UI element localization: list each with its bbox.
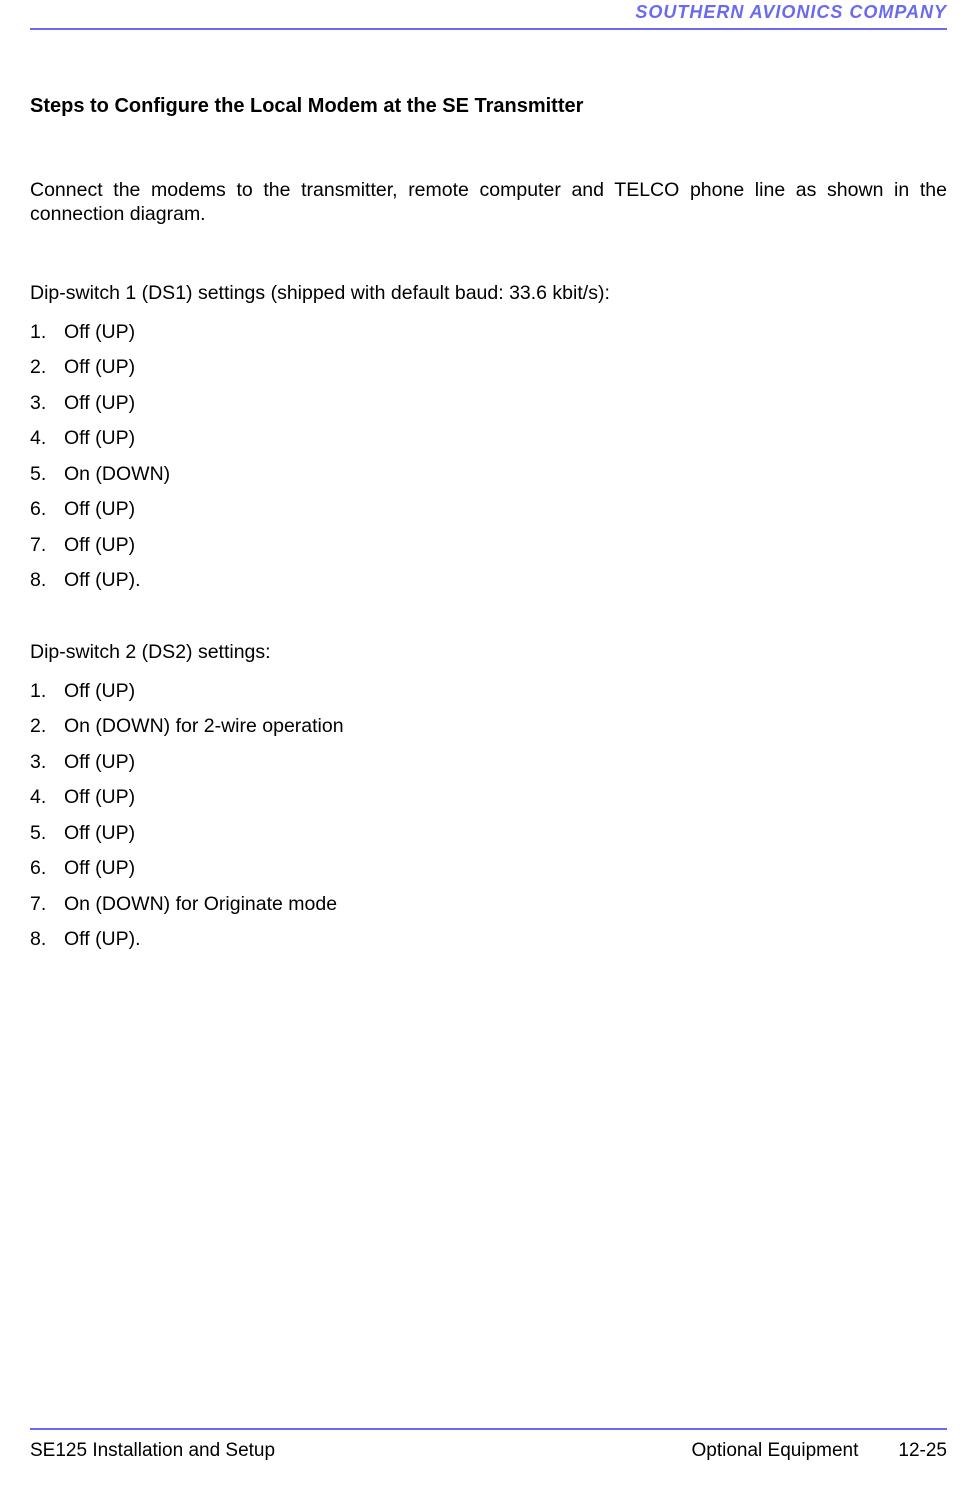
footer-doc-title: SE125 Installation and Setup (30, 1440, 275, 1462)
ds1-value: Off (UP) (64, 536, 135, 556)
footer-right-group: Optional Equipment 12-25 (692, 1440, 948, 1462)
page-header: SOUTHERN AVIONICS COMPANY (30, 0, 947, 40)
ds2-item: 7.On (DOWN) for Originate mode (30, 895, 947, 915)
ds2-item: 6.Off (UP) (30, 859, 947, 879)
ds1-value: Off (UP) (64, 323, 135, 343)
ds1-value: Off (UP). (64, 571, 141, 591)
section-title: Steps to Configure the Local Modem at th… (30, 95, 947, 118)
ds2-value: Off (UP). (64, 930, 141, 950)
ds2-item: 4.Off (UP) (30, 788, 947, 808)
footer-rule (30, 1428, 947, 1430)
ds1-value: Off (UP) (64, 394, 135, 414)
ds1-value: Off (UP) (64, 358, 135, 378)
footer-page-number: 12-25 (898, 1440, 947, 1462)
ds2-value: On (DOWN) for 2-wire operation (64, 717, 344, 737)
ds2-list: 1.Off (UP) 2.On (DOWN) for 2-wire operat… (30, 682, 947, 950)
ds1-list: 1.Off (UP) 2.Off (UP) 3.Off (UP) 4.Off (… (30, 323, 947, 591)
ds1-value: Off (UP) (64, 429, 135, 449)
ds1-item: 4.Off (UP) (30, 429, 947, 449)
ds1-item: 2.Off (UP) (30, 358, 947, 378)
ds2-item: 8.Off (UP). (30, 930, 947, 950)
ds2-item: 2.On (DOWN) for 2-wire operation (30, 717, 947, 737)
ds2-item: 3.Off (UP) (30, 753, 947, 773)
content-area: Steps to Configure the Local Modem at th… (30, 40, 947, 950)
ds1-item: 6.Off (UP) (30, 500, 947, 520)
ds2-value: Off (UP) (64, 753, 135, 773)
ds1-item: 1.Off (UP) (30, 323, 947, 343)
ds2-value: Off (UP) (64, 824, 135, 844)
ds2-heading: Dip-switch 2 (DS2) settings: (30, 641, 947, 664)
page-footer: SE125 Installation and Setup Optional Eq… (30, 1428, 947, 1462)
ds1-item: 7.Off (UP) (30, 536, 947, 556)
ds1-heading: Dip-switch 1 (DS1) settings (shipped wit… (30, 282, 947, 305)
ds1-value: On (DOWN) (64, 465, 170, 485)
header-rule (30, 28, 947, 30)
ds2-item: 1.Off (UP) (30, 682, 947, 702)
ds1-item: 8.Off (UP). (30, 571, 947, 591)
footer-section-name: Optional Equipment (692, 1440, 859, 1462)
intro-paragraph: Connect the modems to the transmitter, r… (30, 178, 947, 227)
ds1-item: 5.On (DOWN) (30, 465, 947, 485)
ds2-value: Off (UP) (64, 788, 135, 808)
page: SOUTHERN AVIONICS COMPANY Steps to Confi… (0, 0, 977, 1492)
ds2-value: Off (UP) (64, 682, 135, 702)
company-name: SOUTHERN AVIONICS COMPANY (635, 2, 947, 23)
ds2-value: On (DOWN) for Originate mode (64, 895, 337, 915)
footer-row: SE125 Installation and Setup Optional Eq… (30, 1440, 947, 1462)
ds2-value: Off (UP) (64, 859, 135, 879)
ds1-item: 3.Off (UP) (30, 394, 947, 414)
ds1-value: Off (UP) (64, 500, 135, 520)
ds2-item: 5.Off (UP) (30, 824, 947, 844)
